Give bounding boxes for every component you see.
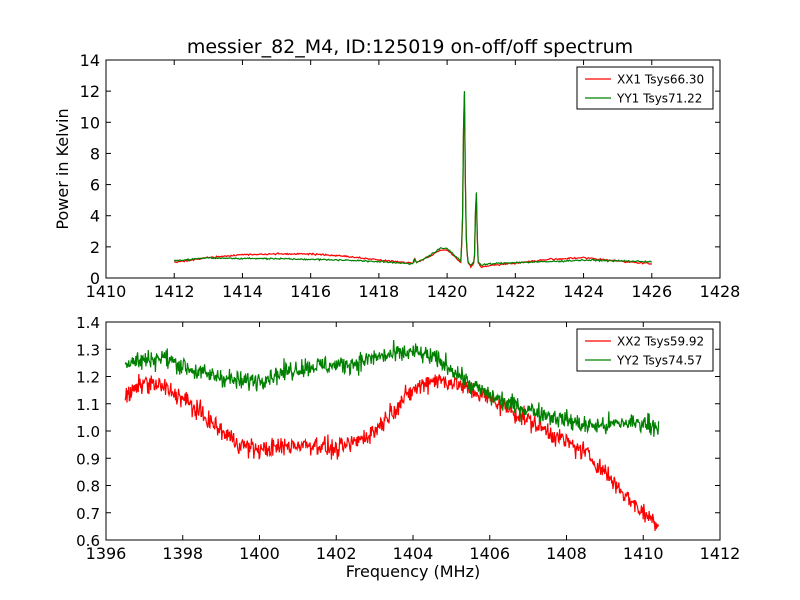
frequency-spectrum-chart: 1396 1398 1400 1402 1404 1406 1408 1410 1412 0.6 0… — [76, 314, 740, 581]
x-tick-label: 1400 — [239, 544, 280, 563]
legend-entry-label: YY2 Tsys74.57 — [616, 354, 702, 368]
y-tick-label: 1.2 — [76, 369, 100, 387]
y-tick-label: 1.1 — [76, 396, 100, 414]
power-spectrum-chart: 1410 1412 1414 1416 1418 1420 1422 1424 1426 1428… — [53, 51, 740, 301]
x-tick-label: 1414 — [222, 282, 263, 301]
y-tick-label: 0 — [90, 269, 100, 288]
legend-box — [576, 328, 714, 372]
x-tick-label: 1412 — [700, 544, 741, 563]
x-tick-label: 1404 — [393, 544, 434, 563]
y-tick-label: 8 — [90, 144, 100, 163]
x-tick-label: 1402 — [316, 544, 357, 563]
x-tick-label: 1398 — [162, 544, 203, 563]
y-tick-label: 10 — [80, 113, 100, 132]
x-tick-label: 1428 — [700, 282, 741, 301]
y-tick-label: 0.7 — [76, 505, 100, 523]
y-tick-label: 6 — [90, 176, 100, 195]
x-tick-label: 1424 — [563, 282, 604, 301]
x-tick-label: 1420 — [427, 282, 468, 301]
series-line-xx — [124, 373, 660, 531]
x-tick-label: 1410 — [623, 544, 664, 563]
y-tick-label: 14 — [80, 51, 100, 70]
plot-frame — [105, 59, 721, 279]
x-tick-label: 1426 — [631, 282, 672, 301]
x-axis-label: Frequency (MHz) — [346, 562, 480, 581]
legend-box — [576, 66, 714, 110]
x-tick-label: 1416 — [290, 282, 331, 301]
y-axis-label: Power in Kelvin — [53, 108, 72, 229]
series-line-xx — [174, 94, 653, 269]
x-tick-label: 1410 — [86, 282, 127, 301]
series-line-yy — [173, 91, 653, 267]
x-tick-label: 1422 — [495, 282, 536, 301]
y-tick-label: 2 — [90, 238, 100, 257]
y-tick-label: 0.6 — [76, 532, 100, 550]
legend-entry-label: XX2 Tsys59.92 — [617, 335, 704, 349]
x-tick-label: 1396 — [86, 544, 127, 563]
x-tick-label: 1412 — [154, 282, 195, 301]
x-tick-label: 1406 — [469, 544, 510, 563]
y-tick-label: 0.8 — [76, 478, 100, 496]
y-tick-label: 1.3 — [76, 341, 100, 359]
y-tick-label: 1.4 — [76, 314, 100, 332]
y-tick-label: 0.9 — [76, 450, 100, 468]
legend-entry-label: YY1 Tsys71.22 — [616, 92, 702, 106]
legend: XX1 Tsys66.30 YY1 Tsys71.22 — [576, 66, 714, 110]
legend-entry-label: XX1 Tsys66.30 — [617, 73, 704, 87]
y-tick-label: 12 — [80, 82, 100, 101]
legend: XX2 Tsys59.92 YY2 Tsys74.57 — [576, 328, 714, 372]
y-tick-label: 4 — [90, 207, 100, 226]
y-tick-label: 1.0 — [76, 423, 100, 441]
chart-title: messier_82_M4, ID:125019 on-off/off spec… — [187, 36, 633, 58]
x-tick-label: 1418 — [359, 282, 400, 301]
series-line-yy — [124, 340, 660, 437]
x-tick-label: 1408 — [546, 544, 587, 563]
